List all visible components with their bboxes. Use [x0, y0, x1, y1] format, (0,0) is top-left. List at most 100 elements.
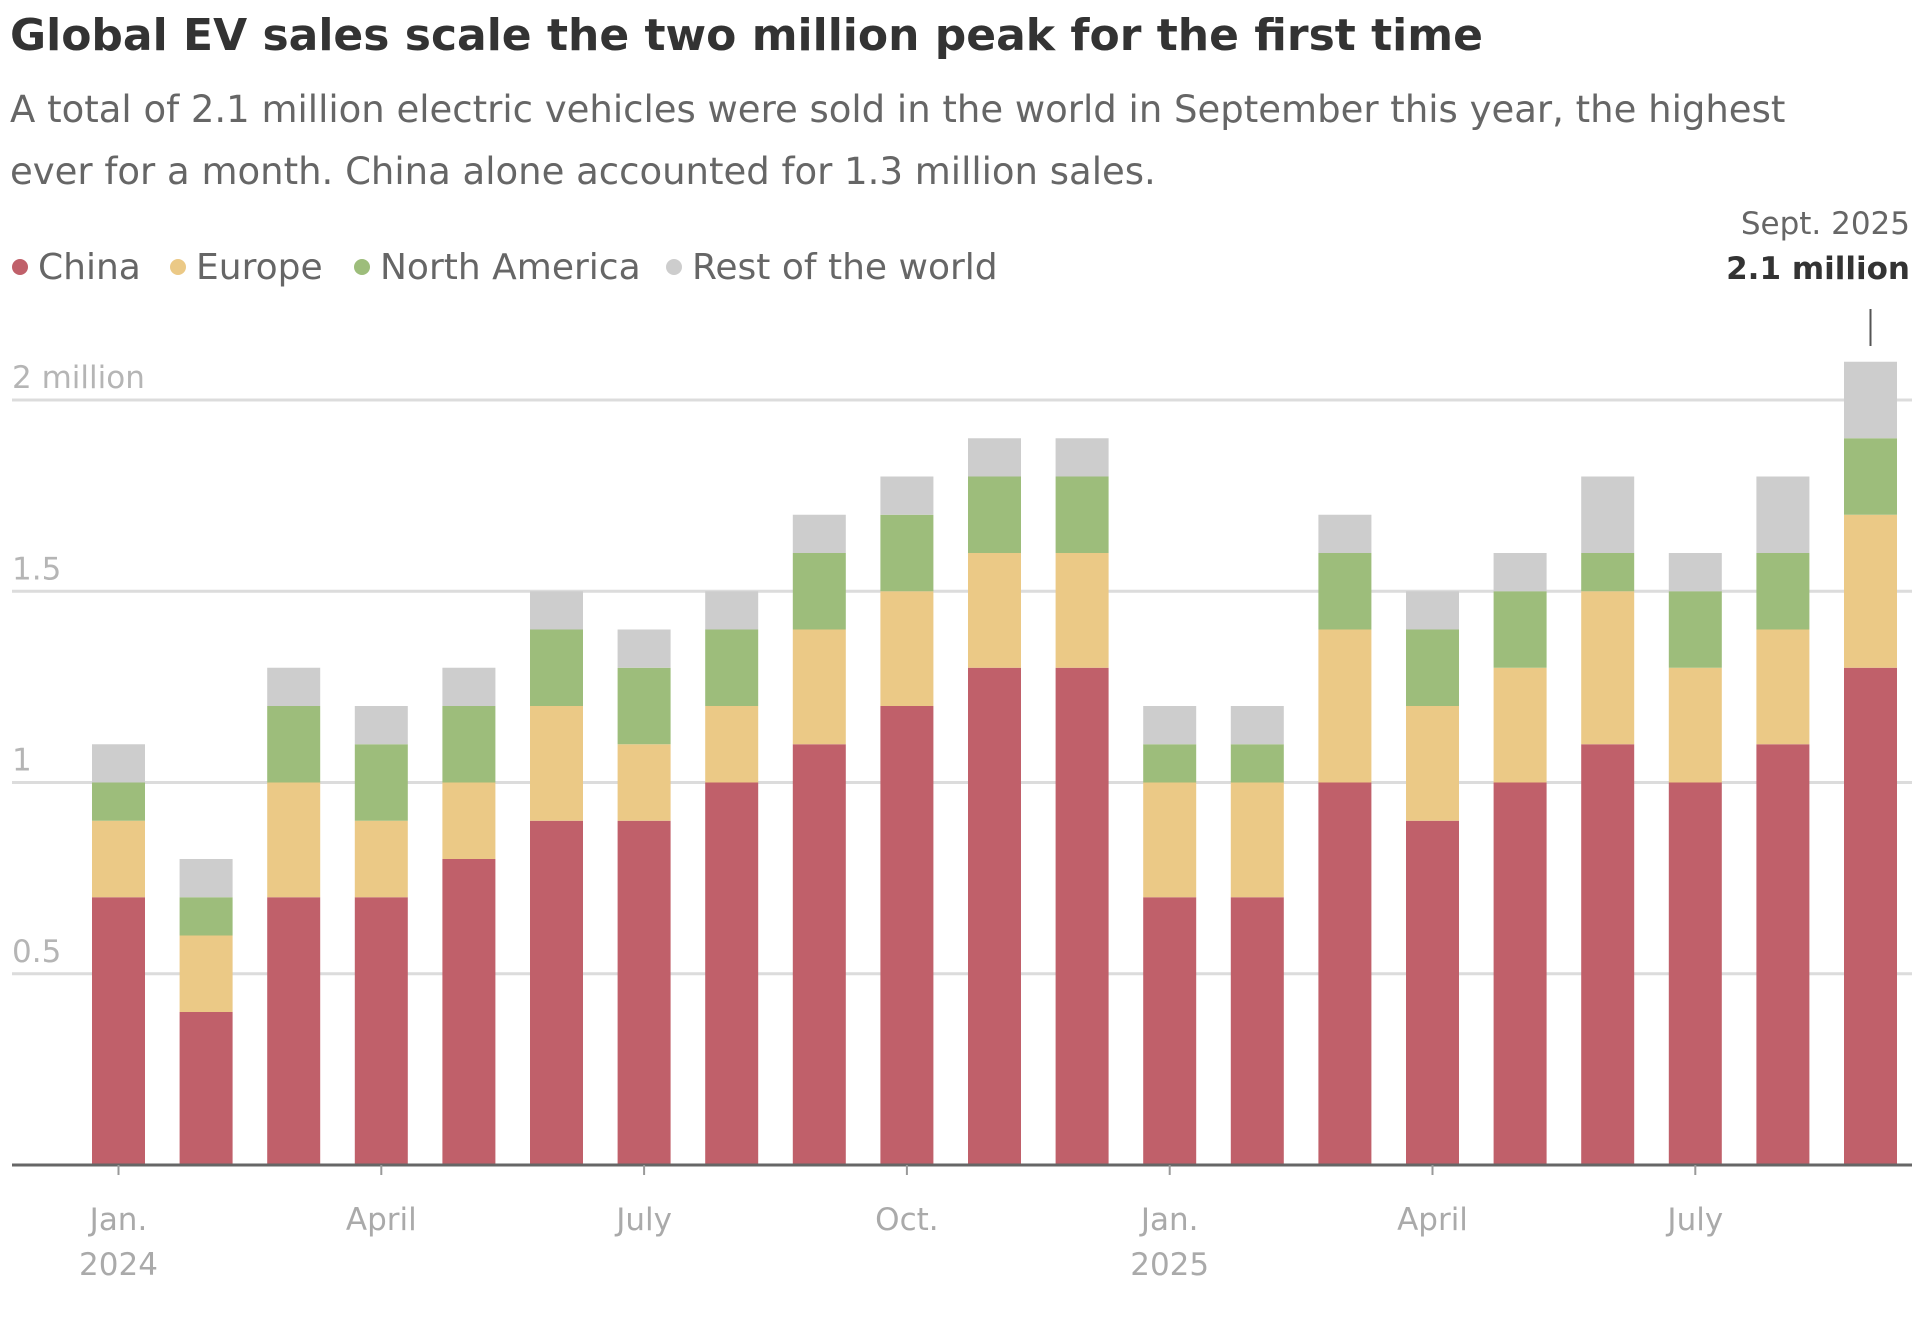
- bar-segment-china: [1668, 782, 1722, 1165]
- legend-swatch: [12, 259, 28, 275]
- bar-segment-europe: [1668, 667, 1722, 783]
- bar-segment-rest-of-the-world: [354, 706, 408, 745]
- bar-segment-china: [1406, 820, 1459, 1165]
- legend-label: Europe: [196, 247, 323, 288]
- bar-segment-china: [1230, 897, 1284, 1165]
- bar-segment-china: [1318, 782, 1372, 1165]
- bar-segment-rest-of-the-world: [442, 667, 496, 706]
- bar-segment-china: [92, 897, 145, 1165]
- bar-segment-europe: [92, 820, 145, 898]
- bar-segment-north-america: [267, 706, 321, 783]
- bar-segment-china: [880, 706, 934, 1165]
- bar-segment-north-america: [1844, 438, 1897, 515]
- bar-segment-rest-of-the-world: [1318, 514, 1372, 553]
- bar-segment-china: [792, 744, 846, 1165]
- bar-segment-china: [705, 782, 759, 1165]
- legend-label: China: [38, 247, 141, 288]
- y-tick-label: 1: [12, 743, 32, 779]
- bar-segment-rest-of-the-world: [1406, 591, 1459, 630]
- bar-segment-rest-of-the-world: [92, 744, 145, 783]
- bar-segment-rest-of-the-world: [179, 859, 233, 898]
- bar-segment-rest-of-the-world: [1844, 361, 1897, 439]
- bar-segment-north-america: [705, 629, 759, 706]
- bar-segment-china: [1143, 897, 1197, 1165]
- bar-segment-china: [1756, 744, 1810, 1165]
- bar-segment-north-america: [880, 514, 934, 592]
- bar-segment-rest-of-the-world: [792, 514, 846, 553]
- bar-segment-china: [179, 1012, 233, 1165]
- y-tick-label: 2 million: [12, 360, 145, 396]
- bar-segment-north-america: [968, 476, 1021, 553]
- bar-segment-europe: [1230, 782, 1284, 898]
- legend-swatch: [354, 259, 370, 275]
- x-tick-label: Oct.: [875, 1202, 938, 1238]
- x-tick-label: April: [346, 1202, 417, 1238]
- bar-segment-europe: [530, 706, 583, 821]
- x-tick-label: July: [1665, 1202, 1723, 1238]
- bar-segment-europe: [442, 782, 496, 859]
- bar-segment-europe: [354, 820, 408, 898]
- bar-segment-rest-of-the-world: [1230, 706, 1284, 745]
- bar-segment-europe: [880, 591, 934, 706]
- bar-segment-europe: [1143, 782, 1197, 898]
- bar-segment-europe: [1493, 667, 1547, 783]
- bar-segment-north-america: [617, 667, 671, 745]
- bar-segment-rest-of-the-world: [1143, 706, 1197, 745]
- bar-segment-china: [968, 667, 1021, 1165]
- bar-segment-rest-of-the-world: [705, 591, 759, 630]
- bar-segment-north-america: [179, 897, 233, 936]
- x-tick-label: Jan.: [88, 1202, 148, 1238]
- legend-label: Rest of the world: [692, 247, 998, 288]
- bar-segment-china: [1581, 744, 1635, 1165]
- x-axis: Jan. 2024 April July Oct. Jan. 2025 April July: [12, 1163, 1912, 1283]
- chart-subtitle-line-1: A total of 2.1 million electric vehicles…: [10, 88, 1785, 131]
- bar-segment-rest-of-the-world: [968, 438, 1021, 477]
- chart-subtitle-line-2: ever for a month. China alone accounted …: [10, 150, 1156, 193]
- bar-segment-china: [1055, 667, 1109, 1165]
- bar-segment-north-america: [442, 706, 496, 783]
- bar-segment-north-america: [792, 553, 846, 630]
- bars: [92, 361, 1897, 1165]
- bar-segment-rest-of-the-world: [1493, 553, 1547, 592]
- x-tick-label: July: [614, 1202, 672, 1238]
- chart-title: Global EV sales scale the two million pe…: [10, 10, 1483, 61]
- bar-segment-europe: [617, 744, 671, 821]
- bar-segment-europe: [1756, 629, 1810, 745]
- annotation: Sept. 2025 2.1 million: [1726, 206, 1910, 346]
- bar-segment-europe: [705, 706, 759, 783]
- x-tick-label: Jan.: [1139, 1202, 1199, 1238]
- bar-segment-rest-of-the-world: [880, 476, 934, 515]
- bar-segment-rest-of-the-world: [267, 667, 321, 706]
- bar-segment-europe: [1581, 591, 1635, 745]
- annotation-date: Sept. 2025: [1741, 206, 1910, 242]
- y-tick-label: 0.5: [12, 934, 61, 970]
- bar-segment-europe: [1406, 706, 1459, 821]
- legend-label: North America: [380, 247, 641, 288]
- bar-segment-north-america: [354, 744, 408, 821]
- bar-segment-china: [617, 820, 671, 1165]
- bar-segment-europe: [1318, 629, 1372, 783]
- x-tick-year-label: 2024: [79, 1247, 158, 1283]
- bar-segment-north-america: [1581, 553, 1635, 592]
- bar-segment-europe: [1844, 514, 1897, 668]
- legend-swatch: [170, 259, 186, 275]
- bar-segment-rest-of-the-world: [1581, 476, 1635, 553]
- bar-segment-rest-of-the-world: [1668, 553, 1722, 592]
- y-tick-label: 1.5: [12, 551, 61, 587]
- bar-segment-north-america: [1318, 553, 1372, 630]
- bar-segment-china: [354, 897, 408, 1165]
- legend-swatch: [666, 259, 682, 275]
- bar-segment-china: [267, 897, 321, 1165]
- bar-segment-europe: [179, 935, 233, 1012]
- bar-segment-china: [530, 820, 583, 1165]
- bar-segment-europe: [267, 782, 321, 898]
- bar-segment-north-america: [1756, 553, 1810, 630]
- legend: China Europe North America Rest of the worl…: [12, 247, 998, 288]
- bar-segment-north-america: [1055, 476, 1109, 553]
- bar-segment-europe: [792, 629, 846, 745]
- x-tick-year-label: 2025: [1130, 1247, 1209, 1283]
- bar-segment-north-america: [92, 782, 145, 821]
- bar-segment-china: [1493, 782, 1547, 1165]
- bar-segment-north-america: [1668, 591, 1722, 668]
- annotation-value: 2.1 million: [1726, 251, 1910, 287]
